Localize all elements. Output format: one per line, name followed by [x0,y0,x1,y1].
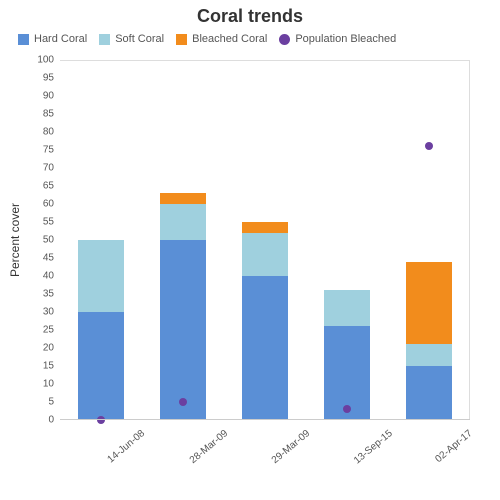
scatter-point [179,398,187,406]
legend: Hard Coral Soft Coral Bleached Coral Pop… [0,27,500,47]
legend-item-bleached: Bleached Coral [176,33,267,45]
y-tick: 15 [43,361,54,372]
x-tick-label: 14-Jun-08 [106,428,148,465]
y-tick: 100 [37,55,54,66]
plot-area [60,60,470,420]
y-tick: 30 [43,307,54,318]
legend-label-bleached: Bleached Coral [192,33,267,45]
chart-title: Coral trends [0,0,500,27]
y-axis: 0510152025303540455055606570758085909510… [0,60,60,420]
legend-label-soft-coral: Soft Coral [115,33,164,45]
y-tick: 50 [43,235,54,246]
legend-item-pop-bleached: Population Bleached [279,33,396,45]
y-tick: 65 [43,181,54,192]
points-layer [60,60,470,420]
y-tick: 90 [43,91,54,102]
y-tick: 85 [43,109,54,120]
y-tick: 0 [48,415,54,426]
y-tick: 45 [43,253,54,264]
x-axis: 14-Jun-0828-Mar-0929-Mar-0913-Sep-1502-A… [60,420,470,495]
scatter-point [343,405,351,413]
y-tick: 75 [43,145,54,156]
scatter-point [425,142,433,150]
y-tick: 10 [43,379,54,390]
y-tick: 35 [43,289,54,300]
legend-swatch-bleached [176,34,187,45]
x-tick-label: 29-Mar-09 [270,428,312,466]
y-tick: 80 [43,127,54,138]
legend-label-pop-bleached: Population Bleached [295,33,396,45]
x-tick-label: 28-Mar-09 [188,428,230,466]
y-tick: 25 [43,325,54,336]
y-tick: 40 [43,271,54,282]
x-tick-label: 13-Sep-15 [352,428,395,466]
y-tick: 55 [43,217,54,228]
coral-trends-chart: Coral trends Hard Coral Soft Coral Bleac… [0,0,500,500]
x-tick-label: 02-Apr-17 [433,428,474,465]
legend-swatch-soft-coral [99,34,110,45]
y-tick: 60 [43,199,54,210]
legend-swatch-hard-coral [18,34,29,45]
y-tick: 70 [43,163,54,174]
legend-item-soft-coral: Soft Coral [99,33,164,45]
legend-swatch-pop-bleached [279,34,290,45]
y-tick: 95 [43,73,54,84]
y-tick: 5 [48,397,54,408]
y-tick: 20 [43,343,54,354]
legend-label-hard-coral: Hard Coral [34,33,87,45]
legend-item-hard-coral: Hard Coral [18,33,87,45]
